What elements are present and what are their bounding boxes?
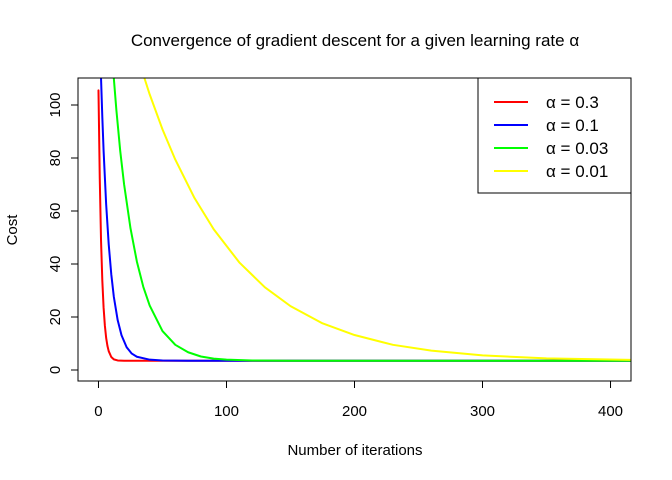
series-line-1 xyxy=(100,78,631,362)
legend-label-1: α = 0.1 xyxy=(546,116,599,135)
series-line-3 xyxy=(143,78,631,361)
y-tick-label: 60 xyxy=(47,203,64,220)
y-tick-label: 20 xyxy=(47,309,64,326)
y-tick-label: 80 xyxy=(47,150,64,167)
x-axis-label: Number of iterations xyxy=(287,442,422,459)
legend: α = 0.3 α = 0.1 α = 0.03 α = 0.01 xyxy=(477,77,632,194)
y-axis-label: Cost xyxy=(4,214,21,246)
y-tick-label: 0 xyxy=(47,366,64,374)
legend-box xyxy=(477,77,632,194)
y-tick-label: 40 xyxy=(47,256,64,273)
y-tick-label: 100 xyxy=(47,92,64,117)
legend-label-2: α = 0.03 xyxy=(546,139,608,158)
y-axis: 0 20 40 60 80 100 xyxy=(47,92,79,374)
x-axis: 0 100 200 300 400 xyxy=(94,380,623,420)
x-tick-label: 300 xyxy=(470,403,495,420)
x-tick-label: 0 xyxy=(94,403,102,420)
legend-label-3: α = 0.01 xyxy=(546,162,608,181)
series-line-2 xyxy=(112,78,631,362)
chart-title: Convergence of gradient descent for a gi… xyxy=(131,31,579,50)
series-lines xyxy=(97,78,631,362)
legend-label-0: α = 0.3 xyxy=(546,93,599,112)
x-tick-label: 100 xyxy=(214,403,239,420)
x-tick-label: 200 xyxy=(342,403,367,420)
x-tick-label: 400 xyxy=(598,403,623,420)
